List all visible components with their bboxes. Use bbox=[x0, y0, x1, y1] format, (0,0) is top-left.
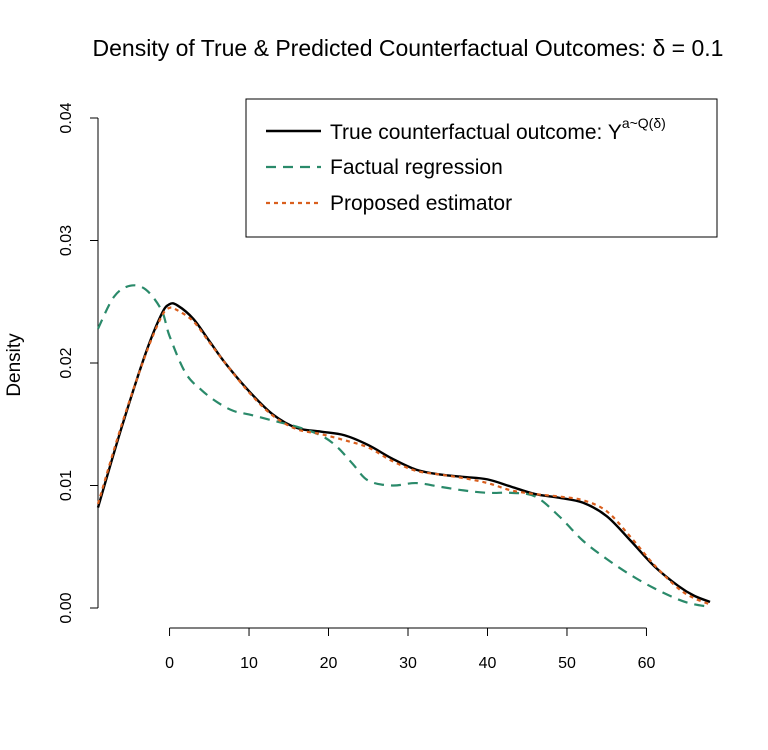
x-axis: 0 10 20 30 40 50 60 bbox=[165, 627, 656, 672]
y-axis: 0.00 0.01 0.02 0.03 0.04 bbox=[58, 102, 99, 624]
x-tick-label: 50 bbox=[558, 655, 576, 672]
legend: True counterfactual outcome: Ya~Q(δ) Fac… bbox=[245, 98, 718, 238]
y-tick-label: 0.01 bbox=[58, 470, 75, 501]
chart-title: Density of True & Predicted Counterfactu… bbox=[93, 35, 724, 61]
y-tick-label: 0.02 bbox=[58, 347, 75, 378]
legend-label-true: True counterfactual outcome: Ya~Q(δ) bbox=[330, 115, 666, 144]
plot-lines bbox=[96, 284, 711, 608]
series-line-true bbox=[96, 302, 711, 604]
x-tick-label: 40 bbox=[479, 655, 497, 672]
y-axis-label: Density bbox=[4, 333, 25, 397]
series-line-factual bbox=[97, 284, 711, 608]
x-tick-label: 30 bbox=[399, 655, 417, 672]
y-tick-label: 0.04 bbox=[58, 102, 75, 133]
x-tick-label: 60 bbox=[638, 655, 656, 672]
x-tick-label: 0 bbox=[165, 655, 174, 672]
x-tick-label: 20 bbox=[320, 655, 338, 672]
series-line-proposed bbox=[96, 306, 711, 606]
y-tick-label: 0.03 bbox=[58, 225, 75, 256]
legend-label-proposed: Proposed estimator bbox=[330, 192, 512, 215]
x-tick-label: 10 bbox=[240, 655, 258, 672]
legend-label-factual: Factual regression bbox=[330, 156, 503, 179]
y-tick-label: 0.00 bbox=[58, 592, 75, 623]
legend-box bbox=[245, 98, 718, 238]
